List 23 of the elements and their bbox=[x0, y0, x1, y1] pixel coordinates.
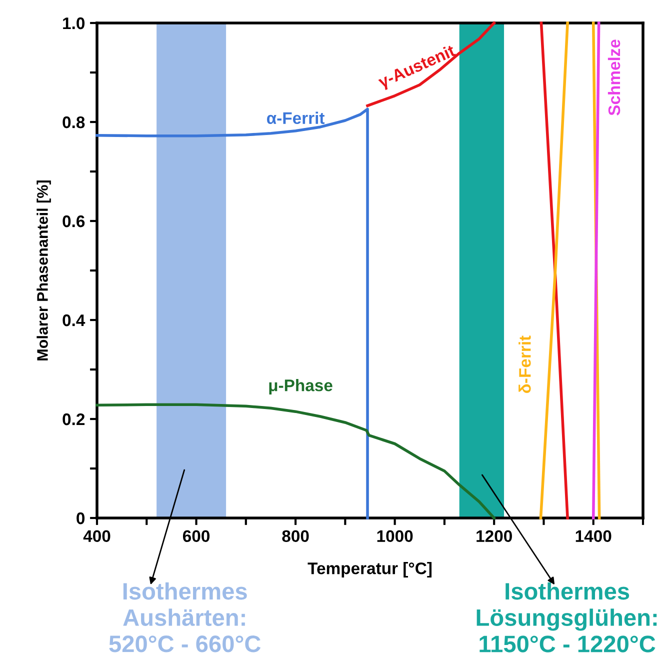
line-series bbox=[96, 108, 369, 520]
x-tick-label: 400 bbox=[83, 530, 110, 542]
band-label: Isothermes Aushärten: 520°C - 660°C bbox=[109, 582, 261, 652]
series-label: μ-Phase bbox=[269, 379, 332, 395]
line-series bbox=[366, 22, 496, 108]
x-tick-label: 1200 bbox=[476, 530, 512, 542]
x-axis-title: Temperatur [°C] bbox=[308, 562, 432, 578]
y-axis-title: Molarer Phasenanteil [%] bbox=[36, 180, 51, 360]
y-tick-label: 0.6 bbox=[62, 215, 85, 228]
y-tick-label: 0.4 bbox=[62, 314, 86, 326]
x-tick-label: 800 bbox=[282, 530, 309, 542]
x-tick-label: 600 bbox=[182, 530, 210, 542]
y-tick-label: 0.2 bbox=[62, 413, 85, 426]
band-label: Isothermes Lösungsglühen: 1150°C - 1220°C bbox=[476, 582, 657, 652]
y-tick-label: 0 bbox=[76, 512, 85, 524]
line-series bbox=[96, 403, 496, 520]
y-tick-label: 1.0 bbox=[63, 17, 85, 30]
series-label: α-Ferrit bbox=[267, 112, 325, 124]
x-tick-label: 1400 bbox=[576, 530, 612, 542]
x-tick-label: 1000 bbox=[377, 530, 413, 542]
text: δ-Ferrit bbox=[518, 336, 531, 393]
text: Schmelze bbox=[608, 40, 620, 116]
y-tick-label: 0.8 bbox=[62, 116, 85, 128]
